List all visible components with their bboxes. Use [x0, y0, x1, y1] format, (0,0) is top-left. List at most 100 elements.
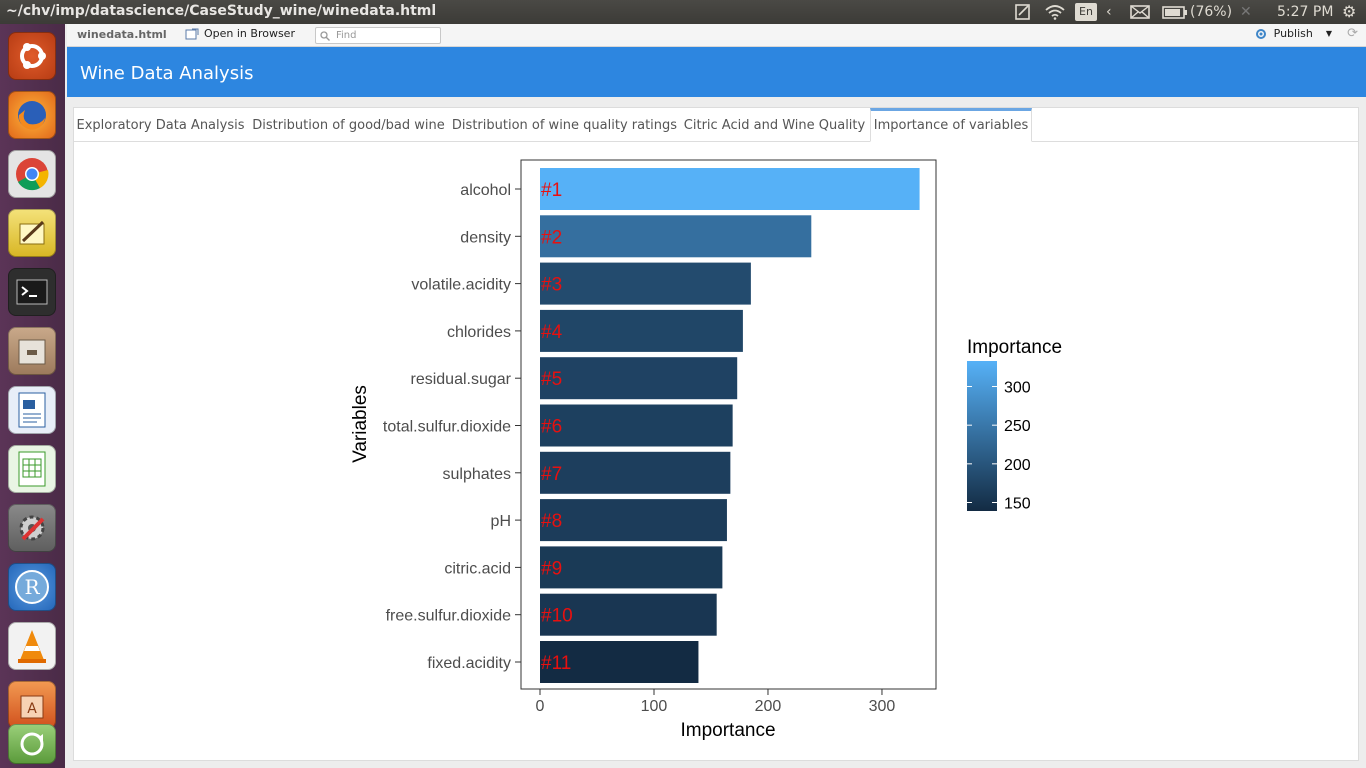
- y-tick-label: chlorides: [447, 324, 511, 341]
- bar-rank-label: #10: [541, 606, 573, 627]
- y-tick-label: sulphates: [443, 466, 512, 483]
- search-icon: [320, 30, 330, 41]
- bar-free.sulfur.dioxide: [540, 593, 717, 636]
- tab-distribution-good-bad-wine[interactable]: Distribution of good/bad wine: [252, 118, 445, 133]
- find-placeholder: Find: [336, 30, 357, 41]
- bluetooth-icon[interactable]: ‹: [1106, 4, 1112, 20]
- top-panel: ~/chv/imp/datascience/CaseStudy_wine/win…: [0, 0, 1366, 24]
- battery-percent: (76%): [1190, 4, 1233, 20]
- y-axis-title: Variables: [350, 385, 371, 463]
- tab-distribution-quality-ratings[interactable]: Distribution of wine quality ratings: [451, 118, 678, 133]
- publish-label: Publish: [1273, 27, 1313, 40]
- y-tick-label: free.sulfur.dioxide: [386, 608, 512, 625]
- system-settings-icon[interactable]: [8, 504, 56, 552]
- bar-rank-label: #11: [541, 653, 571, 674]
- legend-tick-label: 300: [1004, 380, 1031, 397]
- publish-dropdown-icon[interactable]: ▼: [1325, 29, 1332, 38]
- bar-rank-label: #1: [541, 180, 562, 201]
- settings-gear-icon[interactable]: ⚙: [1342, 2, 1357, 21]
- ubuntu-dash-icon[interactable]: [8, 32, 56, 80]
- bar-sulphates: [540, 451, 731, 494]
- bar-total.sulfur.dioxide: [540, 404, 733, 447]
- tab-exploratory-data-analysis[interactable]: Exploratory Data Analysis: [76, 118, 245, 133]
- wifi-icon[interactable]: [1044, 3, 1066, 21]
- chrome-icon[interactable]: [8, 150, 56, 198]
- bar-rank-label: #3: [541, 275, 562, 296]
- tab-importance-of-variables[interactable]: Importance of variables: [870, 108, 1032, 142]
- bar-rank-label: #8: [541, 511, 562, 532]
- bar-rank-label: #5: [541, 369, 562, 390]
- volume-muted-icon[interactable]: ✕: [1240, 4, 1252, 20]
- bar-citric.acid: [540, 546, 723, 589]
- software-center-icon[interactable]: A: [8, 681, 56, 729]
- tab-panel: Exploratory Data Analysis Distribution o…: [73, 107, 1359, 761]
- y-tick-label: fixed.acidity: [427, 655, 511, 672]
- x-axis: 0 100 200 300: [536, 689, 896, 715]
- files-icon[interactable]: [8, 327, 56, 375]
- calc-icon[interactable]: [8, 445, 56, 493]
- y-tick-label: pH: [491, 513, 511, 530]
- clock[interactable]: 5:27 PM: [1277, 4, 1334, 20]
- launcher: R A: [0, 24, 65, 768]
- keyboard-layout[interactable]: En: [1075, 3, 1097, 21]
- vlc-icon[interactable]: [8, 622, 56, 670]
- terminal-icon[interactable]: [8, 268, 56, 316]
- text-editor-icon[interactable]: [8, 209, 56, 257]
- tab-bar: Exploratory Data Analysis Distribution o…: [74, 108, 1358, 142]
- refresh-icon[interactable]: ⟳: [1347, 26, 1358, 41]
- bar-pH: [540, 499, 727, 542]
- bars-group: #1 #2 #3 #4 #5 #6 #7 #8 #9 #10 #11: [540, 168, 920, 683]
- bar-density: [540, 215, 812, 258]
- bar-alcohol: [540, 168, 920, 210]
- firefox-icon[interactable]: [8, 91, 56, 139]
- tab-citric-acid-quality[interactable]: Citric Acid and Wine Quality: [683, 118, 866, 133]
- open-in-browser-button[interactable]: Open in Browser: [185, 27, 295, 40]
- viewer-file-name: winedata.html: [77, 28, 167, 41]
- legend-tick-label: 150: [1004, 495, 1031, 512]
- publish-button[interactable]: Publish ▼: [1253, 27, 1332, 40]
- open-in-browser-label: Open in Browser: [204, 27, 295, 40]
- svg-text:R: R: [24, 575, 40, 599]
- writer-icon[interactable]: [8, 386, 56, 434]
- notes-indicator-icon[interactable]: [1014, 3, 1032, 21]
- legend: Importance 300 250 200 150: [967, 337, 1062, 512]
- svg-text:A: A: [27, 701, 37, 717]
- y-axis-labels: alcohol density volatile.acidity chlorides r…: [383, 182, 521, 672]
- browser-icon: [185, 28, 199, 39]
- update-manager-icon[interactable]: [8, 724, 56, 764]
- x-tick-label: 100: [641, 698, 668, 715]
- y-tick-label: residual.sugar: [411, 371, 512, 388]
- mail-icon[interactable]: [1130, 3, 1150, 21]
- y-tick-label: density: [460, 229, 511, 246]
- y-tick-label: citric.acid: [444, 560, 511, 577]
- app-header: Wine Data Analysis: [67, 47, 1366, 97]
- viewer-toolbar: winedata.html Open in Browser Find Publi…: [67, 24, 1366, 47]
- legend-ticks: 300 250 200 150: [967, 380, 1031, 512]
- x-tick-label: 0: [536, 698, 545, 715]
- find-input[interactable]: Find: [315, 27, 441, 44]
- app-title: Wine Data Analysis: [80, 63, 254, 84]
- bar-chlorides: [540, 309, 743, 352]
- window-title: ~/chv/imp/datascience/CaseStudy_wine/win…: [6, 3, 437, 19]
- bar-rank-label: #7: [541, 464, 562, 485]
- y-tick-label: alcohol: [460, 182, 511, 199]
- bar-fixed.acidity: [540, 641, 699, 683]
- legend-title: Importance: [967, 337, 1062, 358]
- y-tick-label: volatile.acidity: [411, 277, 511, 294]
- bar-volatile.acidity: [540, 262, 751, 305]
- bar-residual.sugar: [540, 357, 738, 400]
- bar-rank-label: #4: [541, 322, 563, 343]
- y-tick-label: total.sulfur.dioxide: [383, 419, 511, 436]
- bar-rank-label: #9: [541, 558, 562, 579]
- bar-rank-label: #2: [541, 227, 562, 248]
- rstudio-icon[interactable]: R: [8, 563, 56, 611]
- bar-rank-label: #6: [541, 417, 562, 438]
- legend-colorbar: [967, 361, 997, 511]
- x-tick-label: 300: [869, 698, 896, 715]
- battery-icon[interactable]: [1162, 3, 1188, 21]
- importance-chart: #1 #2 #3 #4 #5 #6 #7 #8 #9 #10 #11 alcohol density v…: [350, 159, 1062, 741]
- publish-icon: [1255, 28, 1266, 39]
- x-axis-title: Importance: [680, 720, 775, 741]
- x-tick-label: 200: [755, 698, 782, 715]
- legend-tick-label: 250: [1004, 418, 1031, 435]
